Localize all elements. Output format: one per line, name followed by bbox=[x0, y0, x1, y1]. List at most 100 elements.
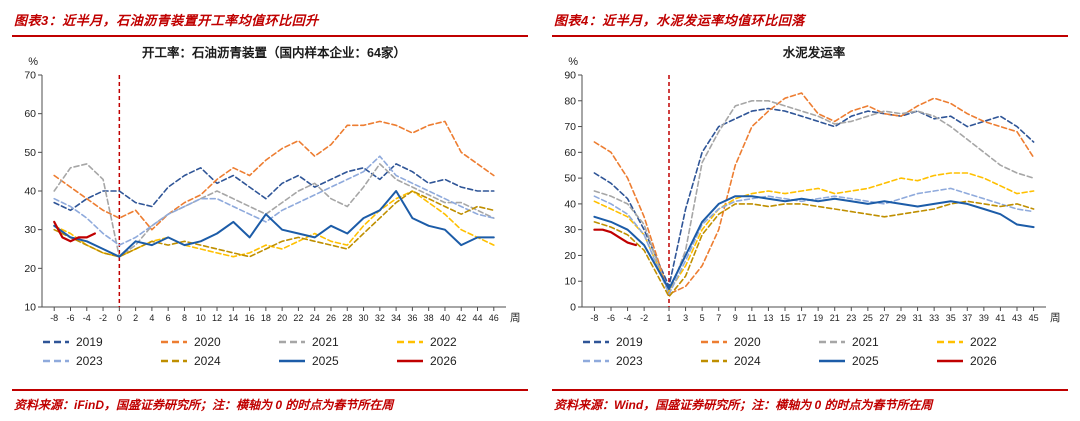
svg-text:38: 38 bbox=[424, 313, 434, 323]
figure4-source: 资料来源：Wind，国盛证券研究所；注：横轴为 0 的时点为春节所在周 bbox=[552, 389, 1068, 413]
legend-item-2019: 2019 bbox=[42, 335, 160, 349]
cement-legend: 2019 2020 2021 2022 2023 2024 2025 2026 bbox=[552, 333, 1068, 368]
x-unit-label: 周 bbox=[510, 312, 521, 324]
series-line-2025 bbox=[593, 195, 1035, 290]
legend-label-2022: 2022 bbox=[970, 335, 997, 349]
svg-text:42: 42 bbox=[456, 313, 466, 323]
svg-text:10: 10 bbox=[564, 276, 576, 288]
legend-label-2020: 2020 bbox=[194, 335, 221, 349]
svg-text:34: 34 bbox=[391, 313, 401, 323]
legend-item-2021: 2021 bbox=[818, 335, 936, 349]
legend-label-2024: 2024 bbox=[734, 354, 761, 368]
svg-text:23: 23 bbox=[846, 313, 856, 323]
series-line-2020 bbox=[53, 120, 495, 231]
asphalt-legend: 2019 2020 2021 2022 2023 2024 2025 2026 bbox=[12, 333, 528, 368]
axes bbox=[581, 75, 1046, 308]
svg-text:43: 43 bbox=[1012, 313, 1022, 323]
svg-text:90: 90 bbox=[564, 70, 576, 82]
svg-text:-2: -2 bbox=[640, 313, 648, 323]
legend-label-2021: 2021 bbox=[852, 335, 879, 349]
series-line-2026 bbox=[593, 228, 638, 247]
legend-item-2025: 2025 bbox=[818, 354, 936, 368]
svg-text:17: 17 bbox=[797, 313, 807, 323]
svg-text:50: 50 bbox=[564, 173, 576, 185]
legend-item-2019: 2019 bbox=[582, 335, 700, 349]
legend-label-2026: 2026 bbox=[430, 354, 457, 368]
svg-text:21: 21 bbox=[830, 313, 840, 323]
svg-text:31: 31 bbox=[913, 313, 923, 323]
svg-text:20: 20 bbox=[24, 263, 36, 275]
legend-label-2019: 2019 bbox=[616, 335, 643, 349]
chart-title: 水泥发运率 bbox=[783, 45, 846, 60]
legend-line-sample-2023 bbox=[583, 359, 609, 363]
legend-line-sample-2019 bbox=[583, 340, 609, 344]
svg-text:10: 10 bbox=[24, 302, 36, 314]
series-line-2022 bbox=[53, 190, 495, 258]
svg-text:5: 5 bbox=[700, 313, 705, 323]
panel-asphalt-operating-rate: 图表3：近半月，石油沥青装置开工率均值环比回升 10 20 30 40 50 60 70 -8… bbox=[12, 8, 528, 412]
svg-text:13: 13 bbox=[763, 313, 773, 323]
svg-text:7: 7 bbox=[716, 313, 721, 323]
legend-line-sample-2024 bbox=[161, 359, 187, 363]
svg-text:9: 9 bbox=[733, 313, 738, 323]
svg-text:1: 1 bbox=[666, 313, 671, 323]
asphalt-line-chart: 10 20 30 40 50 60 70 -8 -6 -4 -2 0 2 4 6 8 10 12 14 16 18 20 2… bbox=[12, 41, 528, 333]
svg-text:15: 15 bbox=[780, 313, 790, 323]
series-line-2026 bbox=[53, 220, 97, 243]
x-unit-label: 周 bbox=[1050, 312, 1061, 324]
legend-item-2022: 2022 bbox=[936, 335, 1054, 349]
series-line-2024 bbox=[593, 200, 1035, 298]
series-line-2024 bbox=[53, 190, 495, 258]
svg-text:10: 10 bbox=[196, 313, 206, 323]
y-axis-labels: 0 10 20 30 40 50 60 70 80 90 bbox=[564, 70, 582, 314]
svg-text:40: 40 bbox=[440, 313, 450, 323]
x-axis-labels: -8 -6 -4 -2 0 2 4 6 8 10 12 14 16 18 20 22 24 26 28 30 32 34 3… bbox=[50, 307, 499, 323]
legend-label-2023: 2023 bbox=[616, 354, 643, 368]
panel-cement-dispatch-rate: 图表4：近半月，水泥发运率均值环比回落 0 10 20 30 40 50 60 70 80 90 -… bbox=[540, 0, 1080, 421]
legend-label-2019: 2019 bbox=[76, 335, 103, 349]
svg-text:30: 30 bbox=[564, 224, 576, 236]
legend-label-2024: 2024 bbox=[194, 354, 221, 368]
svg-text:-6: -6 bbox=[607, 313, 615, 323]
svg-text:37: 37 bbox=[962, 313, 972, 323]
series-line-2020 bbox=[593, 92, 1035, 295]
legend-line-sample-2020 bbox=[161, 340, 187, 344]
legend-line-sample-2025 bbox=[819, 359, 845, 363]
svg-text:33: 33 bbox=[929, 313, 939, 323]
legend-item-2023: 2023 bbox=[42, 354, 160, 368]
legend-line-sample-2026 bbox=[397, 359, 423, 363]
svg-text:18: 18 bbox=[261, 313, 271, 323]
svg-text:44: 44 bbox=[473, 313, 483, 323]
legend-item-2020: 2020 bbox=[700, 335, 818, 349]
svg-text:70: 70 bbox=[24, 70, 36, 82]
legend-line-sample-2021 bbox=[279, 340, 305, 344]
svg-text:70: 70 bbox=[564, 121, 576, 133]
figure3-header: 图表3：近半月，石油沥青装置开工率均值环比回升 bbox=[12, 8, 528, 37]
y-unit-label: % bbox=[568, 56, 578, 68]
svg-text:3: 3 bbox=[683, 313, 688, 323]
series-line-2023 bbox=[593, 187, 1035, 295]
legend-label-2021: 2021 bbox=[312, 335, 339, 349]
svg-text:30: 30 bbox=[359, 313, 369, 323]
svg-text:25: 25 bbox=[863, 313, 873, 323]
svg-text:4: 4 bbox=[149, 313, 154, 323]
legend-line-sample-2020 bbox=[701, 340, 727, 344]
cement-line-chart: 0 10 20 30 40 50 60 70 80 90 -8 -6 -4 -2 1 3 5 7 9 11 13 15 17… bbox=[552, 41, 1068, 333]
svg-text:46: 46 bbox=[489, 313, 499, 323]
legend-line-sample-2024 bbox=[701, 359, 727, 363]
legend-line-sample-2021 bbox=[819, 340, 845, 344]
chart-title: 开工率：石油沥青装置（国内样本企业：64家） bbox=[142, 45, 406, 60]
legend-label-2026: 2026 bbox=[970, 354, 997, 368]
svg-text:20: 20 bbox=[564, 250, 576, 262]
svg-text:22: 22 bbox=[293, 313, 303, 323]
legend-line-sample-2022 bbox=[937, 340, 963, 344]
svg-text:30: 30 bbox=[24, 224, 36, 236]
x-axis-labels: -8 -6 -4 -2 1 3 5 7 9 11 13 15 17 19 21 23 25 27 29 31 33 35 3… bbox=[590, 307, 1039, 323]
legend-line-sample-2019 bbox=[43, 340, 69, 344]
svg-text:2: 2 bbox=[133, 313, 138, 323]
legend-label-2022: 2022 bbox=[430, 335, 457, 349]
figure4-header: 图表4：近半月，水泥发运率均值环比回落 bbox=[552, 8, 1068, 37]
